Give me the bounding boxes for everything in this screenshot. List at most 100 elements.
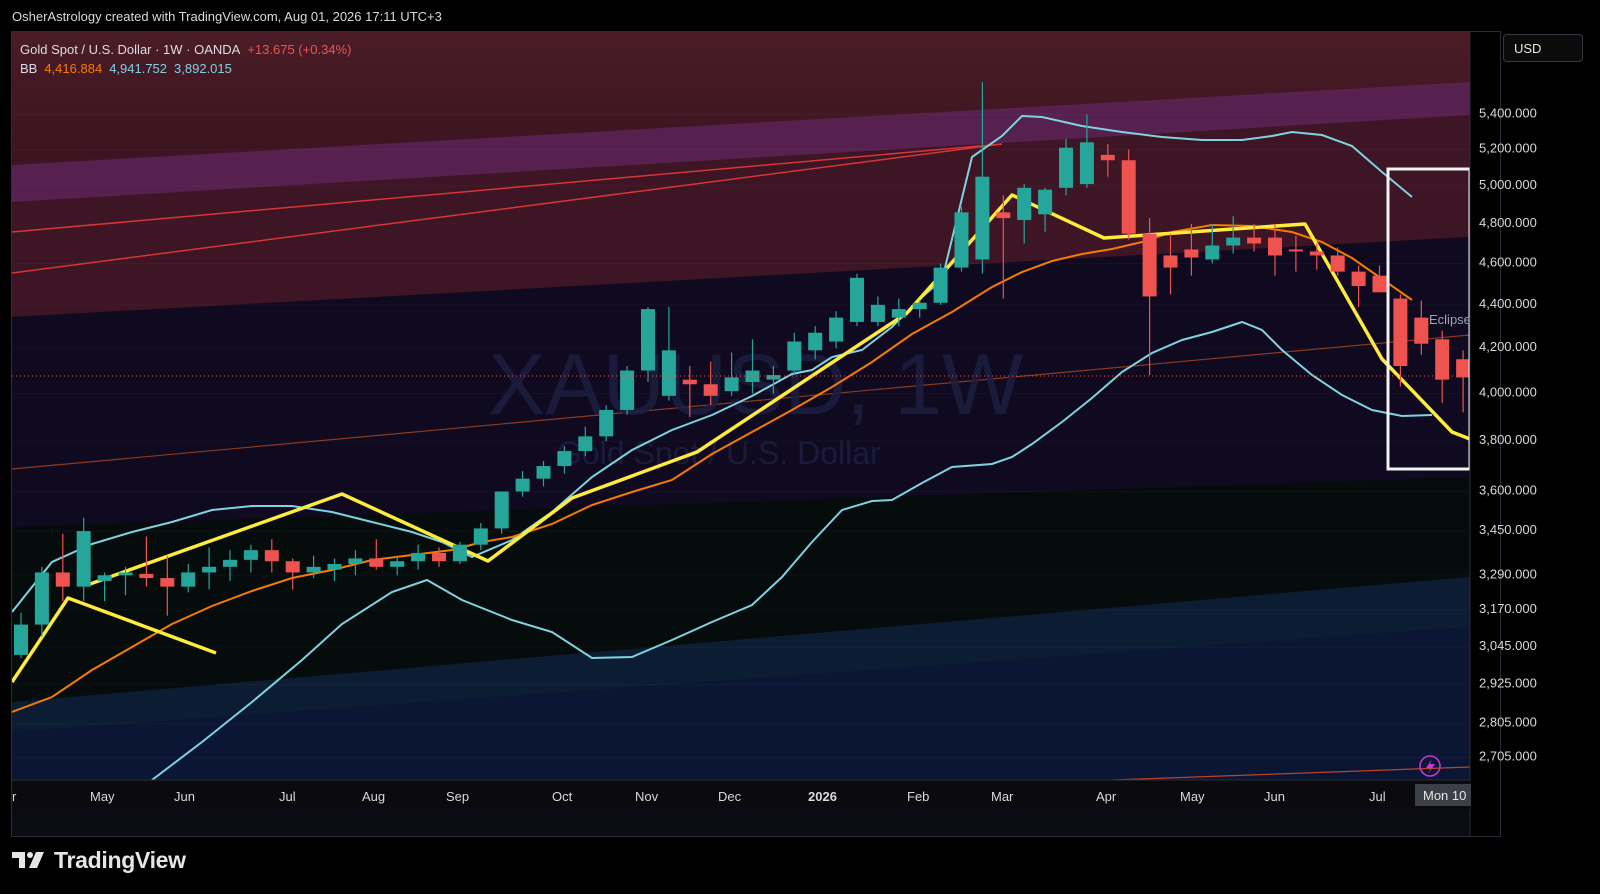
candle[interactable] <box>14 612 28 659</box>
candle[interactable] <box>1456 350 1471 413</box>
candle[interactable] <box>306 555 321 579</box>
time-tick-label: Sep <box>446 789 469 804</box>
candle[interactable] <box>1393 294 1408 387</box>
candle[interactable] <box>264 539 279 573</box>
chart-legend: Gold Spot / U.S. Dollar · 1W · OANDA +13.… <box>20 40 358 78</box>
chart-pane[interactable]: XAUUSD, 1W Gold Spot / U.S. Dollar Eclip… <box>11 31 1501 837</box>
candle[interactable] <box>1330 247 1345 276</box>
time-axis[interactable] <box>12 780 1470 810</box>
candle[interactable] <box>411 544 426 570</box>
candle[interactable] <box>808 326 823 360</box>
price-axis[interactable] <box>1470 32 1500 836</box>
candle[interactable] <box>1142 218 1157 376</box>
candle[interactable] <box>620 366 635 415</box>
candle[interactable] <box>641 306 655 382</box>
candle[interactable] <box>870 296 885 327</box>
candle[interactable] <box>1184 223 1199 276</box>
candle-body <box>264 550 279 562</box>
candle[interactable] <box>369 539 384 570</box>
candle[interactable] <box>1121 149 1136 240</box>
candle[interactable] <box>34 566 49 637</box>
price-tick-label: 4,800.000 <box>1479 215 1537 230</box>
candle[interactable] <box>181 564 196 593</box>
time-tick-label: Feb <box>907 789 929 804</box>
candle[interactable] <box>1309 243 1324 270</box>
candle[interactable] <box>327 558 342 581</box>
candle[interactable] <box>557 446 572 474</box>
candle[interactable] <box>766 366 781 394</box>
candle[interactable] <box>1247 223 1262 252</box>
candle[interactable] <box>850 273 864 327</box>
candle[interactable] <box>1079 114 1094 188</box>
candle[interactable] <box>473 523 488 551</box>
candle[interactable] <box>1059 138 1073 196</box>
candle[interactable] <box>432 547 446 567</box>
candle-body <box>1059 147 1073 188</box>
time-tick-label: Mar <box>991 789 1014 804</box>
candle[interactable] <box>954 206 969 272</box>
candle[interactable] <box>76 517 91 602</box>
candle[interactable] <box>348 550 363 576</box>
candle[interactable] <box>1288 235 1303 272</box>
candle[interactable] <box>118 566 133 596</box>
candle[interactable] <box>97 572 112 602</box>
price-tick-label: 2,705.000 <box>1479 748 1537 763</box>
bb-indicator-label[interactable]: BB <box>20 61 38 76</box>
candle[interactable] <box>996 195 1011 299</box>
candle[interactable] <box>1435 330 1450 403</box>
candle-body <box>76 531 91 587</box>
candle[interactable] <box>536 461 551 487</box>
candle[interactable] <box>1163 233 1178 295</box>
candle[interactable] <box>1372 265 1387 293</box>
candle[interactable] <box>1017 184 1032 244</box>
candle-body <box>557 451 572 467</box>
candle-body <box>1309 251 1324 256</box>
candle-body <box>55 572 70 587</box>
candle[interactable] <box>933 263 948 305</box>
candle[interactable] <box>139 536 154 587</box>
candle[interactable] <box>515 471 530 497</box>
candle[interactable] <box>160 555 175 616</box>
candle[interactable] <box>390 555 405 576</box>
symbol-name[interactable]: Gold Spot / U.S. Dollar · 1W · OANDA <box>20 42 241 57</box>
candle-body <box>327 564 342 570</box>
candle[interactable] <box>912 300 927 318</box>
candle[interactable] <box>285 558 300 590</box>
candle[interactable] <box>1351 265 1366 307</box>
currency-button[interactable]: USD <box>1503 34 1583 62</box>
candle[interactable] <box>55 533 70 602</box>
candle[interactable] <box>1414 300 1429 355</box>
candle[interactable] <box>243 544 258 573</box>
candle[interactable] <box>223 550 237 581</box>
candle[interactable] <box>578 426 593 457</box>
candle-body <box>181 572 196 587</box>
candle-body <box>829 317 844 342</box>
candle[interactable] <box>1038 187 1053 232</box>
candle[interactable] <box>599 405 614 442</box>
candle[interactable] <box>724 352 739 396</box>
price-chart[interactable]: XAUUSD, 1W Gold Spot / U.S. Dollar Eclip… <box>12 32 1500 836</box>
time-tick-label: May <box>1180 789 1205 804</box>
candle[interactable] <box>1205 223 1220 264</box>
alert-icon[interactable] <box>1419 755 1441 777</box>
candle-body <box>682 379 697 385</box>
candle-body <box>1038 189 1053 215</box>
bb-upper-line <box>12 114 1413 613</box>
candle[interactable] <box>829 311 844 349</box>
candle[interactable] <box>1268 223 1282 276</box>
candle-body <box>870 304 885 322</box>
candle-body <box>118 572 133 576</box>
candle[interactable] <box>494 491 509 534</box>
candle[interactable] <box>975 82 990 274</box>
candle[interactable] <box>1226 216 1241 254</box>
candle[interactable] <box>787 332 802 376</box>
time-tick-label: Jun <box>1264 789 1285 804</box>
candle[interactable] <box>1100 144 1115 177</box>
candle[interactable] <box>202 547 217 590</box>
candle[interactable] <box>703 361 718 406</box>
candle[interactable] <box>682 366 697 418</box>
candle[interactable] <box>661 306 676 401</box>
candle[interactable] <box>452 541 467 565</box>
candle[interactable] <box>891 298 906 327</box>
watermark-ticker: XAUUSD, 1W <box>488 337 1023 433</box>
